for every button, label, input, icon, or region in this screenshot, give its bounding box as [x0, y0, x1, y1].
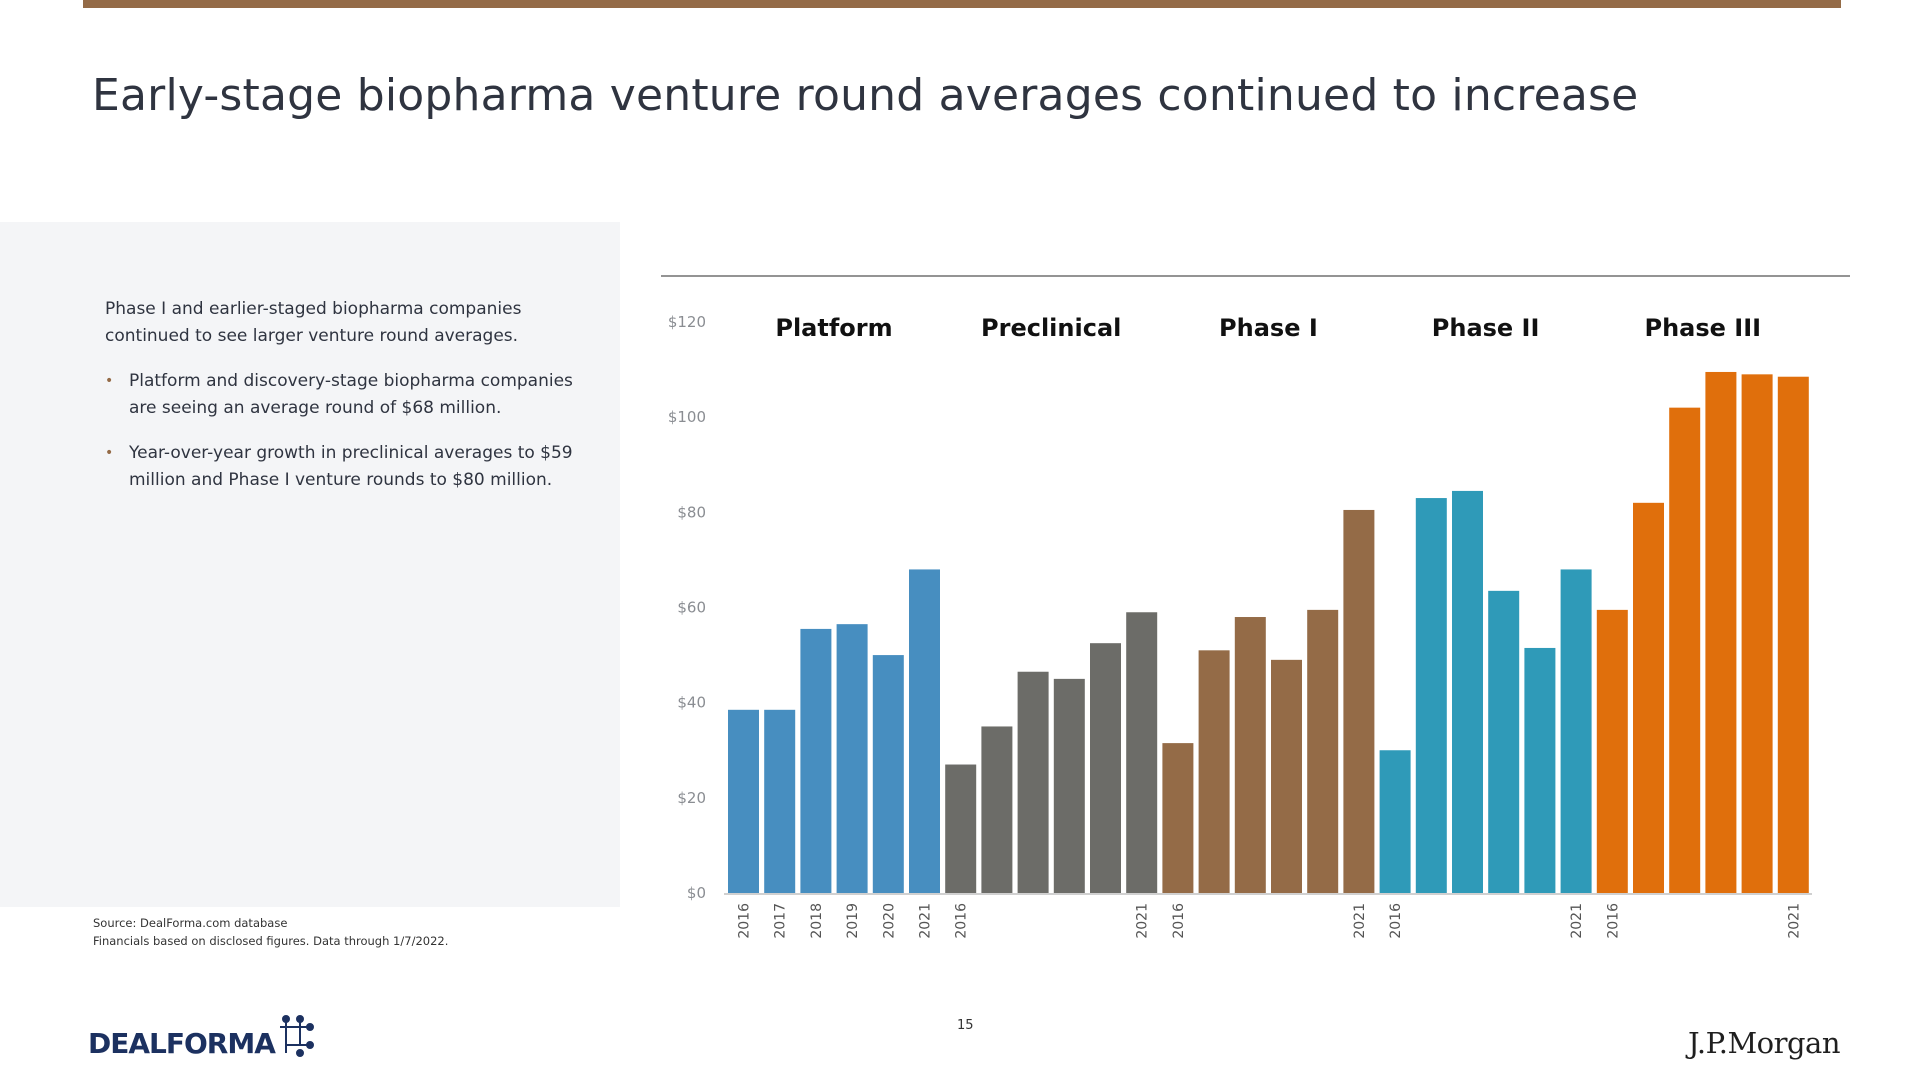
- x-tick-label: 2019: [845, 903, 861, 939]
- summary-bullets: • Platform and discovery-stage biopharma…: [105, 368, 575, 512]
- group-label-phase2: Phase II: [1432, 314, 1540, 342]
- summary-bullet-1-text: Platform and discovery-stage biopharma c…: [129, 371, 573, 418]
- x-tick-label: 2021: [1786, 903, 1802, 939]
- bullet-icon: •: [105, 445, 114, 461]
- y-tick-label: $100: [668, 408, 706, 426]
- bar-phase3-2018: [1669, 407, 1701, 893]
- y-tick-label: $0: [687, 884, 706, 902]
- bar-preclinical-2021: [1126, 612, 1158, 893]
- y-tick-label: $20: [677, 789, 706, 807]
- svg-text:DEALFORMA: DEALFORMA: [88, 1027, 276, 1060]
- bar-platform-2017: [764, 709, 796, 893]
- group-label-phase1: Phase I: [1219, 314, 1318, 342]
- source-line-2: Financials based on disclosed figures. D…: [93, 934, 449, 948]
- x-tick-label: 2021: [1135, 903, 1151, 939]
- bar-phase3-2020: [1741, 374, 1773, 893]
- bar-phase2-2019: [1488, 590, 1520, 893]
- x-tick-label: 2016: [1605, 903, 1621, 939]
- jpmorgan-logo: J.P.Morgan: [1688, 1026, 1841, 1060]
- group-label-platform: Platform: [775, 314, 892, 342]
- bar-preclinical-2016: [945, 764, 977, 893]
- summary-bullet-2-text: Year-over-year growth in preclinical ave…: [129, 443, 573, 490]
- x-tick-label: 2021: [918, 903, 934, 939]
- y-tick-label: $40: [677, 694, 706, 712]
- bar-platform-2016: [728, 709, 759, 893]
- bar-phase3-2019: [1705, 371, 1737, 893]
- bar-phase1-2018: [1234, 617, 1266, 893]
- x-tick-label: 2020: [881, 903, 897, 939]
- x-tick-label: 2016: [954, 903, 970, 939]
- y-tick-label: $60: [677, 599, 706, 617]
- summary-intro: Phase I and earlier-staged biopharma com…: [105, 299, 522, 346]
- x-tick-label: 2021: [1569, 903, 1585, 939]
- dealforma-logo: DEALFORMA: [88, 1015, 314, 1060]
- source-note: Source: DealForma.com database Financial…: [93, 914, 448, 950]
- bar-preclinical-2019: [1053, 678, 1085, 893]
- page-number: 15: [957, 1018, 974, 1033]
- page-title: Early-stage biopharma venture round aver…: [92, 70, 1639, 121]
- x-tick-label: 2017: [773, 903, 789, 939]
- summary-bullet-2: • Year-over-year growth in preclinical a…: [105, 440, 575, 494]
- source-line-1: Source: DealForma.com database: [93, 916, 288, 930]
- bar-phase1-2019: [1271, 659, 1302, 893]
- bar-phase1-2016: [1162, 743, 1194, 893]
- group-label-preclinical: Preclinical: [981, 314, 1121, 342]
- bar-phase2-2020: [1524, 647, 1556, 893]
- x-tick-label: 2016: [737, 903, 753, 939]
- summary-panel: [0, 222, 620, 907]
- bar-phase3-2021: [1777, 376, 1809, 893]
- bar-preclinical-2018: [1017, 671, 1049, 893]
- bullet-icon: •: [105, 373, 114, 389]
- y-tick-label: $80: [677, 503, 706, 521]
- bar-phase3-2017: [1633, 502, 1664, 893]
- x-tick-label: 2016: [1388, 903, 1404, 939]
- x-tick-label: 2016: [1171, 903, 1187, 939]
- group-label-phase3: Phase III: [1645, 314, 1762, 342]
- bar-phase2-2021: [1560, 569, 1592, 893]
- x-tick-label: 2018: [809, 903, 825, 939]
- x-tick-label: 2021: [1352, 903, 1368, 939]
- bar-phase1-2021: [1343, 509, 1375, 893]
- bar-platform-2018: [800, 628, 832, 893]
- bar-preclinical-2020: [1090, 643, 1121, 893]
- bar-phase1-2017: [1198, 650, 1230, 893]
- bar-platform-2020: [872, 655, 904, 893]
- bar-platform-2021: [909, 569, 940, 893]
- bar-platform-2019: [836, 624, 868, 893]
- bar-phase3-2016: [1596, 609, 1628, 893]
- bar-phase2-2016: [1379, 750, 1411, 893]
- y-tick-label: $120: [668, 313, 706, 331]
- bar-phase1-2020: [1307, 609, 1339, 893]
- bar-phase2-2018: [1452, 490, 1483, 893]
- bar-preclinical-2017: [981, 726, 1013, 893]
- top-accent-bar: [83, 0, 1841, 8]
- bar-phase2-2017: [1415, 498, 1447, 893]
- summary-bullet-1: • Platform and discovery-stage biopharma…: [105, 368, 575, 422]
